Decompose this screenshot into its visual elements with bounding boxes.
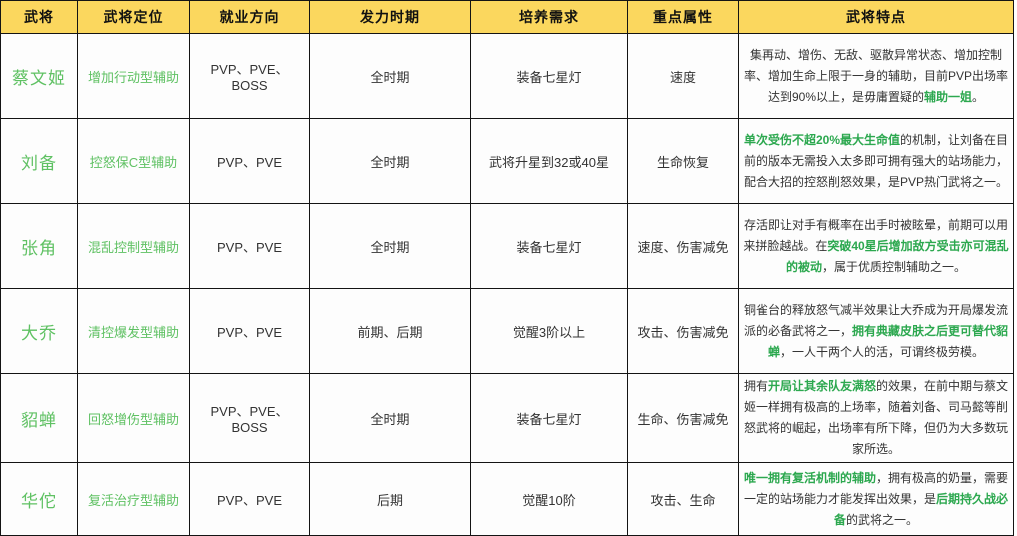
- feature-text: 的武将之一。: [846, 512, 919, 527]
- role-cell: 复活治疗型辅助: [77, 462, 190, 536]
- role-cell: 混乱控制型辅助: [77, 203, 190, 289]
- modes-cell: PVP、PVE: [189, 288, 310, 374]
- attributes-cell: 攻击、伤害减免: [627, 288, 739, 374]
- modes-cell: PVP、PVE、BOSS: [189, 373, 310, 463]
- feature-highlight: 拥有典藏皮肤之后更可替代貂蝉: [767, 323, 1009, 359]
- training-cell: 装备七星灯: [470, 203, 628, 289]
- feature-text: ，拥有极高的奶量，需要一定的站场能力才能发挥出效果，是: [743, 470, 1009, 506]
- header-general: 武将: [0, 0, 78, 34]
- header-role: 武将定位: [77, 0, 190, 34]
- feature-text: 的机制，让刘备在目前的版本无需投入太多即可拥有强大的站场能力，配合大招的控怒削怒…: [743, 132, 1009, 189]
- general-name-cell: 大乔: [0, 288, 78, 374]
- modes-cell: PVP、PVE、BOSS: [189, 33, 310, 119]
- modes-cell: PVP、PVE: [189, 118, 310, 204]
- feature-text: 存活即让对手有概率在出手时被眩晕，前期可以用来拼脸越战。在: [743, 217, 1008, 253]
- table-row: 蔡文姬 增加行动型辅助 PVP、PVE、BOSS 全时期 装备七星灯 速度 集再…: [0, 33, 1014, 119]
- feature-highlight: 辅助一姐: [924, 89, 973, 104]
- phase-cell: 全时期: [309, 203, 471, 289]
- role-cell: 增加行动型辅助: [77, 33, 190, 119]
- phase-cell: 全时期: [309, 373, 471, 463]
- feature-cell: 唯一拥有复活机制的辅助，拥有极高的奶量，需要一定的站场能力才能发挥出效果，是后期…: [738, 462, 1014, 536]
- header-features: 武将特点: [738, 0, 1014, 34]
- phase-cell: 前期、后期: [309, 288, 471, 374]
- table-row: 大乔 清控爆发型辅助 PVP、PVE 前期、后期 觉醒3阶以上 攻击、伤害减免 …: [0, 288, 1014, 374]
- general-name-cell: 貂蝉: [0, 373, 78, 463]
- general-name-cell: 刘备: [0, 118, 78, 204]
- feature-text: ，一人干两个人的活，可谓终极劳模。: [780, 344, 985, 359]
- training-cell: 觉醒10阶: [470, 462, 628, 536]
- attributes-cell: 生命、伤害减免: [627, 373, 739, 463]
- feature-highlight: 突破40星后增加敌方受击亦可混乱的被动: [785, 238, 1009, 274]
- feature-highlight: 后期持久战必备: [833, 491, 1009, 527]
- feature-text: 集再动、增伤、无敌、驱散异常状态、增加控制率、增加生命上限于一身的辅助，目前PV…: [743, 47, 1008, 104]
- attributes-cell: 生命恢复: [627, 118, 739, 204]
- general-name-cell: 华佗: [0, 462, 78, 536]
- feature-cell: 单次受伤不超20%最大生命值的机制，让刘备在目前的版本无需投入太多即可拥有强大的…: [738, 118, 1014, 204]
- feature-text: 。: [972, 89, 985, 104]
- role-cell: 清控爆发型辅助: [77, 288, 190, 374]
- phase-cell: 全时期: [309, 118, 471, 204]
- feature-cell: 存活即让对手有概率在出手时被眩晕，前期可以用来拼脸越战。在突破40星后增加敌方受…: [738, 203, 1014, 289]
- role-cell: 回怒增伤型辅助: [77, 373, 190, 463]
- header-modes: 就业方向: [189, 0, 310, 34]
- header-training: 培养需求: [470, 0, 628, 34]
- training-cell: 装备七星灯: [470, 373, 628, 463]
- general-name-cell: 蔡文姬: [0, 33, 78, 119]
- modes-cell: PVP、PVE: [189, 203, 310, 289]
- table-row: 貂蝉 回怒增伤型辅助 PVP、PVE、BOSS 全时期 装备七星灯 生命、伤害减…: [0, 373, 1014, 463]
- table-row: 华佗 复活治疗型辅助 PVP、PVE 后期 觉醒10阶 攻击、生命 唯一拥有复活…: [0, 462, 1014, 536]
- modes-cell: PVP、PVE: [189, 462, 310, 536]
- training-cell: 装备七星灯: [470, 33, 628, 119]
- feature-cell: 集再动、增伤、无敌、驱散异常状态、增加控制率、增加生命上限于一身的辅助，目前PV…: [738, 33, 1014, 119]
- table-row: 刘备 控怒保C型辅助 PVP、PVE 全时期 武将升星到32或40星 生命恢复 …: [0, 118, 1014, 204]
- role-cell: 控怒保C型辅助: [77, 118, 190, 204]
- table-row: 张角 混乱控制型辅助 PVP、PVE 全时期 装备七星灯 速度、伤害减免 存活即…: [0, 203, 1014, 289]
- feature-text: ，属于优质控制辅助之一。: [822, 259, 967, 274]
- training-cell: 觉醒3阶以上: [470, 288, 628, 374]
- phase-cell: 全时期: [309, 33, 471, 119]
- training-cell: 武将升星到32或40星: [470, 118, 628, 204]
- general-name-cell: 张角: [0, 203, 78, 289]
- header-phase: 发力时期: [309, 0, 471, 34]
- phase-cell: 后期: [309, 462, 471, 536]
- feature-text: 拥有: [743, 379, 768, 393]
- attributes-cell: 攻击、生命: [627, 462, 739, 536]
- feature-highlight: 唯一拥有复活机制的辅助: [743, 470, 876, 485]
- feature-text: 的效果，在前中期与蔡文姬一样拥有极高的上场率，随着刘备、司马懿等削怒武将的崛起，…: [743, 379, 1009, 456]
- feature-cell: 铜雀台的释放怒气减半效果让大乔成为开局爆发流派的必备武将之一，拥有典藏皮肤之后更…: [738, 288, 1014, 374]
- feature-text: 铜雀台的释放怒气减半效果让大乔成为开局爆发流派的必备武将之一，: [743, 302, 1008, 338]
- feature-cell: 拥有开局让其余队友满怒的效果，在前中期与蔡文姬一样拥有极高的上场率，随着刘备、司…: [738, 373, 1014, 463]
- header-row: 武将 武将定位 就业方向 发力时期 培养需求 重点属性 武将特点: [0, 0, 1014, 34]
- attributes-cell: 速度、伤害减免: [627, 203, 739, 289]
- feature-highlight: 单次受伤不超20%最大生命值: [743, 132, 900, 147]
- feature-highlight: 开局让其余队友满怒: [767, 379, 876, 393]
- attributes-cell: 速度: [627, 33, 739, 119]
- header-attributes: 重点属性: [627, 0, 739, 34]
